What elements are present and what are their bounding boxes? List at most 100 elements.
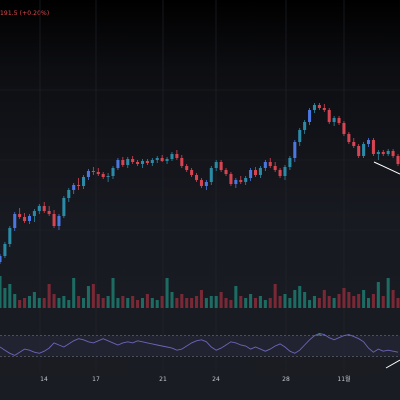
candle-body <box>366 140 371 144</box>
volume-bar <box>86 286 90 308</box>
candle-body <box>96 172 100 174</box>
volume-bar <box>150 298 154 308</box>
volume-bar <box>18 300 22 308</box>
volume-bar <box>332 298 336 308</box>
candle-body <box>3 244 7 256</box>
volume-bar <box>131 296 135 308</box>
candle-body <box>337 118 341 123</box>
rsi-overbought-fill <box>316 333 352 336</box>
volume-bar <box>136 300 140 308</box>
volume-bars <box>0 276 400 308</box>
volume-bar <box>273 284 277 308</box>
candle-body <box>126 159 130 165</box>
volume-bar <box>72 278 76 308</box>
volume-bar <box>57 298 61 308</box>
trend-line <box>373 161 400 175</box>
volume-bar <box>337 294 341 308</box>
candle-body <box>347 134 351 142</box>
x-tick-label: 21 <box>159 376 167 383</box>
volume-bar <box>312 296 316 308</box>
candle-body <box>317 105 321 108</box>
candlestick-series <box>0 103 400 264</box>
candle-body <box>357 146 361 156</box>
volume-bar <box>62 296 66 308</box>
volume-bar <box>342 288 346 308</box>
volume-bar <box>27 296 32 308</box>
candle-body <box>23 217 27 221</box>
candle-body <box>160 158 164 161</box>
candle-body <box>268 162 272 166</box>
x-tick-label: 14 <box>40 376 48 383</box>
volume-bar <box>37 298 41 308</box>
volume-bar <box>317 298 321 308</box>
volume-bar <box>229 300 233 308</box>
volume-bar <box>82 298 86 308</box>
candle-body <box>376 152 380 154</box>
candle-body <box>111 168 115 176</box>
candle-body <box>303 122 307 130</box>
candle-body <box>263 162 267 168</box>
candle-body <box>327 110 331 122</box>
volume-bar <box>308 300 312 308</box>
candle-body <box>362 144 366 156</box>
candle-body <box>214 162 218 168</box>
volume-bar <box>145 294 149 308</box>
volume-bar <box>249 294 253 308</box>
candle-body <box>204 182 208 186</box>
volume-bar <box>8 284 12 308</box>
candle-body <box>13 214 17 228</box>
price-change-label: 191.5 (+0.20%) <box>0 10 50 17</box>
volume-bar <box>278 296 282 308</box>
volume-bar <box>140 298 145 308</box>
grid-lines <box>0 0 400 372</box>
candle-body <box>32 211 36 216</box>
volume-bar <box>396 298 400 308</box>
candle-body <box>106 176 110 177</box>
candle-body <box>140 161 145 164</box>
x-tick-label: 24 <box>212 376 220 383</box>
volume-bar <box>371 294 375 308</box>
x-axis: 14 17 21 24 28 11월 <box>40 375 350 383</box>
volume-bar <box>258 296 262 308</box>
volume-bar <box>160 296 164 308</box>
candle-body <box>37 206 41 211</box>
candle-body <box>57 216 61 226</box>
candle-body <box>229 174 233 184</box>
volume-bar <box>283 294 287 308</box>
volume-bar <box>175 298 179 308</box>
candle-body <box>386 151 390 154</box>
candle-body <box>283 167 287 176</box>
rsi-trend-line <box>385 359 400 369</box>
candle-body <box>185 166 189 170</box>
candle-body <box>150 160 154 163</box>
volume-bar <box>170 292 174 308</box>
volume-bar <box>3 288 7 308</box>
volume-bar <box>101 298 105 308</box>
candle-body <box>352 142 356 146</box>
candle-body <box>391 151 395 156</box>
volume-bar <box>67 300 71 308</box>
volume-bar <box>298 286 302 308</box>
candle-body <box>219 162 223 170</box>
volume-bar <box>116 298 120 308</box>
candle-body <box>136 162 140 164</box>
volume-bar <box>209 296 213 308</box>
volume-bar <box>106 296 110 308</box>
candle-body <box>239 180 243 182</box>
x-tick-label: 17 <box>92 376 100 383</box>
volume-bar <box>121 296 125 308</box>
candle-body <box>342 123 346 134</box>
candle-body <box>155 158 159 160</box>
volume-bar <box>77 296 81 308</box>
volume-bar <box>244 298 248 308</box>
volume-bar <box>155 300 159 308</box>
candle-body <box>8 228 12 244</box>
volume-bar <box>288 298 292 308</box>
volume-bar <box>357 294 361 308</box>
volume-bar <box>347 292 351 308</box>
rsi-band <box>0 335 400 357</box>
candle-body <box>121 160 125 165</box>
volume-bar <box>47 284 51 308</box>
volume-bar <box>199 290 203 308</box>
